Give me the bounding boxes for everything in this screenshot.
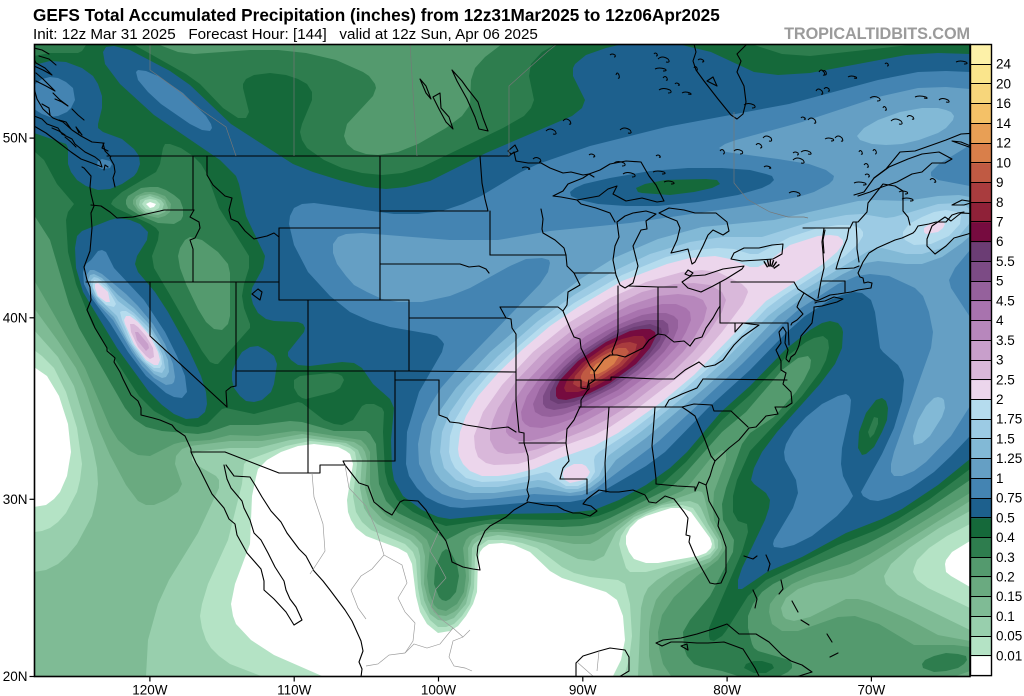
svg-text:3: 3 [996,353,1004,368]
svg-text:9: 9 [996,175,1004,190]
svg-text:50N: 50N [3,131,28,146]
svg-text:1.25: 1.25 [996,451,1022,466]
svg-text:120W: 120W [132,683,168,696]
svg-text:7: 7 [996,215,1004,230]
svg-text:70W: 70W [858,683,886,696]
svg-text:12: 12 [996,136,1011,151]
svg-text:24: 24 [996,57,1012,72]
svg-text:0.01: 0.01 [996,648,1022,663]
svg-text:0.75: 0.75 [996,491,1022,506]
svg-text:8: 8 [996,195,1004,210]
svg-text:80W: 80W [713,683,741,696]
svg-text:5: 5 [996,274,1004,289]
svg-text:100W: 100W [421,683,457,696]
svg-text:20N: 20N [3,669,28,684]
svg-text:16: 16 [996,96,1011,111]
svg-text:110W: 110W [277,683,312,696]
svg-text:90W: 90W [569,683,597,696]
svg-text:0.1: 0.1 [996,609,1015,624]
svg-text:0.15: 0.15 [996,589,1022,604]
svg-text:2: 2 [996,392,1004,407]
svg-text:0.5: 0.5 [996,510,1015,525]
svg-text:5.5: 5.5 [996,254,1015,269]
svg-text:4.5: 4.5 [996,293,1015,308]
svg-text:1: 1 [996,471,1004,486]
svg-text:0.05: 0.05 [996,629,1022,644]
svg-text:30N: 30N [3,492,28,507]
svg-text:10: 10 [996,155,1011,170]
svg-text:4: 4 [996,313,1004,328]
svg-text:14: 14 [996,116,1012,131]
svg-text:3.5: 3.5 [996,333,1015,348]
svg-text:2.5: 2.5 [996,372,1015,387]
svg-text:1.75: 1.75 [996,412,1022,427]
svg-text:40N: 40N [3,310,28,325]
svg-text:0.4: 0.4 [996,530,1015,545]
svg-text:1.5: 1.5 [996,431,1015,446]
svg-text:0.2: 0.2 [996,569,1015,584]
svg-text:20: 20 [996,76,1011,91]
svg-text:6: 6 [996,234,1004,249]
svg-text:0.3: 0.3 [996,550,1015,565]
